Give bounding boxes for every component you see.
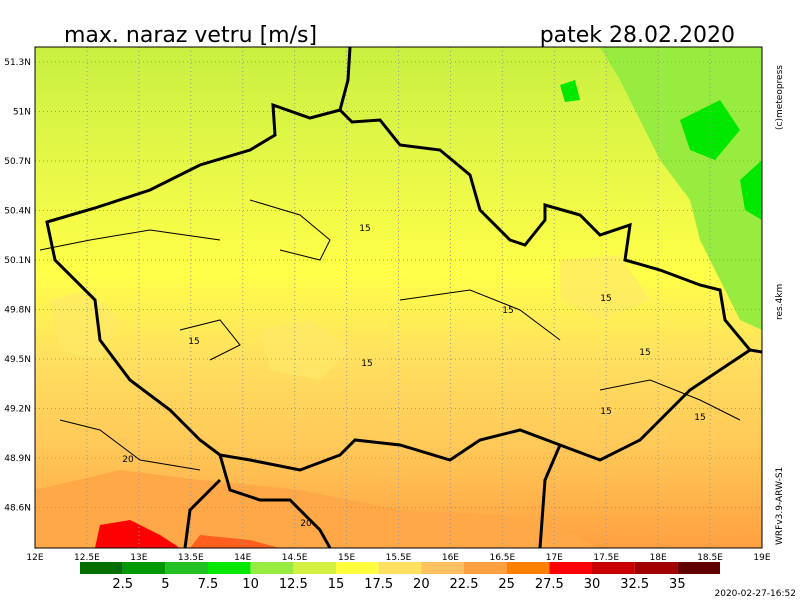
lon-label: 17E	[546, 553, 563, 563]
contour-label: 15	[694, 413, 705, 423]
field-bright-green	[560, 80, 762, 220]
colorbar-bin	[208, 562, 251, 574]
country-border	[45, 102, 753, 472]
timestamp: 2020-02-27-16:52	[715, 589, 797, 599]
lat-label: 50.4N	[4, 207, 31, 217]
colorbar-bin	[677, 562, 720, 574]
contour-label: 15	[600, 407, 611, 417]
colorbar-label: 7.5	[198, 577, 219, 592]
contour-label: 15	[359, 224, 370, 234]
copyright: (c)meteopress	[775, 65, 785, 130]
neighbour-border	[183, 47, 762, 548]
map-frame	[34, 46, 763, 549]
contour-label: 15	[502, 306, 513, 316]
map-field: 15 15 15 15 15 15 15 15 20 20	[35, 47, 762, 548]
colorbar-bin	[336, 562, 379, 574]
lon-label: 12E	[26, 553, 43, 563]
field-red	[95, 520, 180, 548]
colorbar-bin	[250, 562, 294, 574]
colorbar-label: 12.5	[279, 577, 308, 592]
colorbar-label: 27.5	[535, 577, 564, 592]
lat-label: 48.9N	[4, 454, 31, 464]
lon-label: 13E	[130, 553, 147, 563]
colorbar-label: 2.5	[112, 577, 133, 592]
colorbar-bin	[549, 562, 592, 574]
lon-label: 13.5E	[178, 553, 204, 563]
colorbar: 2.5 5 7.5 10 12.5 15 17.5 20 22.5 25 27.5 30 32.5 35	[80, 562, 720, 592]
lon-label: 12.5E	[74, 553, 100, 563]
colorbar-bin	[592, 562, 635, 574]
lon-label: 16E	[442, 553, 459, 563]
lon-label: 14.5E	[282, 553, 308, 563]
colorbar-label: 22.5	[450, 577, 479, 592]
lon-label: 19E	[753, 553, 770, 563]
colorbar-label: 17.5	[364, 577, 393, 592]
field-red-orange	[190, 535, 280, 548]
colorbar-bin	[421, 562, 464, 574]
colorbar-bin	[165, 562, 208, 574]
map-title: max. naraz vetru [m/s]	[64, 23, 317, 48]
colorbar-label: 5	[161, 577, 169, 592]
colorbar-bin	[464, 562, 507, 574]
colorbar-bin	[634, 562, 678, 574]
colorbar-label: 30	[584, 577, 601, 592]
field-patch	[50, 255, 650, 380]
lat-label: 48.6N	[4, 504, 31, 514]
lon-labels: 12E 12.5E 13E 13.5E 14E 14.5E 15E 15.5E 16E 16.5E…	[26, 553, 770, 563]
contour-label: 20	[122, 455, 134, 465]
map-date: patek 28.02.2020	[540, 23, 735, 48]
lon-label: 14E	[234, 553, 251, 563]
lat-label: 50.1N	[4, 256, 31, 266]
colorbar-bin	[122, 562, 166, 574]
contour	[39, 199, 741, 471]
resolution: res.4km	[775, 284, 785, 320]
lon-label: 17.5E	[593, 553, 619, 563]
lat-label: 49.2N	[4, 405, 31, 415]
colorbar-label: 25	[498, 577, 515, 592]
contour-label: 15	[188, 337, 199, 347]
colorbar-label: 15	[328, 577, 345, 592]
lat-labels: 51.3N 51N 50.7N 50.4N 50.1N 49.8N 49.5N 49.2N 48…	[4, 58, 31, 514]
model-name: WRFv3.9-ARW-S1	[775, 467, 785, 545]
contour-label: 20	[300, 519, 312, 529]
lat-label: 49.5N	[4, 355, 31, 365]
colorbar-label: 35	[669, 577, 686, 592]
lon-label: 15.5E	[386, 553, 412, 563]
lat-label: 51N	[13, 108, 31, 118]
contour-label: 15	[600, 294, 611, 304]
contour-labels: 15 15 15 15 15 15 15 15 20 20	[122, 224, 705, 529]
lon-label: 16.5E	[489, 553, 515, 563]
contour-label: 15	[639, 348, 650, 358]
lat-label: 49.8N	[4, 306, 31, 316]
colorbar-label: 20	[413, 577, 430, 592]
lon-label: 18.5E	[697, 553, 723, 563]
field-orange	[35, 470, 600, 548]
lat-label: 51.3N	[4, 58, 31, 68]
colorbar-label: 32.5	[620, 577, 649, 592]
colorbar-label: 10	[242, 577, 259, 592]
colorbar-bin	[293, 562, 336, 574]
colorbar-bin	[378, 562, 422, 574]
contour-label: 15	[361, 359, 372, 369]
colorbar-bin	[80, 562, 123, 574]
lat-label: 50.7N	[4, 157, 31, 167]
lon-label: 15E	[338, 553, 355, 563]
lon-label: 18E	[650, 553, 667, 563]
colorbar-bin	[506, 562, 550, 574]
